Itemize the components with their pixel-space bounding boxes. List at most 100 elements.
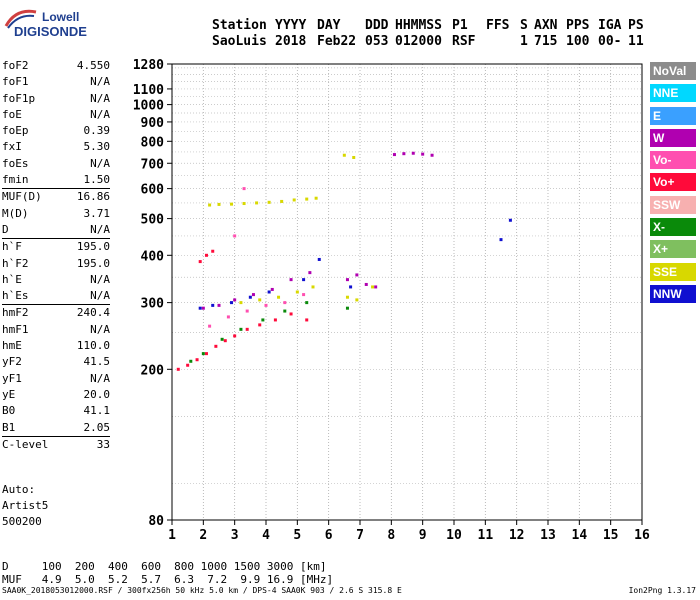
y-tick-label: 500 [141,213,165,228]
x-tick-label: 6 [325,528,333,543]
data-point [245,327,249,331]
y-tick-label: 80 [148,514,164,529]
header-col-label: HHMMSS [395,18,442,33]
data-point [421,152,425,156]
legend-item: X+ [650,240,696,259]
data-point [211,249,215,253]
data-point [233,298,237,302]
data-point [305,318,309,322]
data-point [292,198,296,202]
data-point [195,358,199,362]
auto-label: Auto: [2,483,36,496]
legend-item: NNW [650,284,696,303]
data-point [283,309,287,313]
data-point [201,352,205,356]
param-name: foEs [2,156,29,170]
legend-item: SSW [650,195,696,214]
legend-item: NNE [650,84,696,103]
x-tick-label: 5 [293,528,301,543]
data-point [211,303,215,307]
header-col-value: RSF [452,34,476,49]
auto-artist: Artist5 [2,499,49,512]
param-name: h`F [2,240,22,254]
param-value: 240.4 [76,306,110,320]
param-row: foEp 0.39 [2,123,110,139]
param-row: foF2 4.550 [2,58,110,74]
header-station: SaoLuis [212,34,267,49]
data-point [295,290,299,294]
data-point [342,153,346,157]
x-tick-label: 4 [262,528,270,543]
data-point [258,298,262,302]
param-row: foF1p N/A [2,91,110,107]
param-value: 33 [96,437,110,451]
param-name: yE [2,387,16,401]
data-point [226,315,230,319]
data-point [364,282,368,286]
data-point [345,295,349,299]
param-name: fxI [2,140,22,154]
param-value: 195.0 [76,240,110,254]
header-col-label: DDD [365,18,389,33]
param-value: 195.0 [76,256,110,270]
data-point [314,196,318,200]
data-point [345,306,349,310]
data-point [305,197,309,201]
x-tick-label: 16 [634,528,650,543]
header-col-label: PS [628,18,644,33]
param-row: foEs N/A [2,156,110,172]
data-point [402,152,406,156]
data-point [280,199,284,203]
param-separator [2,435,110,437]
data-point [289,312,293,316]
param-row: MUF(D) 16.86 [2,189,110,205]
logo-line1: Lowell [42,10,80,24]
data-point [214,344,218,348]
header-col-label: PPS [566,18,590,33]
data-point [208,324,212,328]
data-point [349,285,353,289]
data-point [289,278,293,282]
data-point [305,301,309,305]
header-col-value: 012000 [395,34,442,49]
param-name: MUF(D) [2,190,42,204]
data-point [198,260,202,264]
header-col-value: 1 [520,34,528,49]
data-point [352,155,356,159]
param-name: foEp [2,124,29,138]
y-tick-label: 600 [141,183,165,198]
logo-swoosh-icon [4,9,37,29]
param-name: B0 [2,404,16,418]
param-row: yF1 N/A [2,371,110,387]
header-col-label: IGA [598,18,622,33]
x-tick-label: 15 [603,528,619,543]
data-point [204,352,208,356]
param-value: N/A [90,322,110,336]
plot-frame [171,63,643,521]
param-value: 110.0 [76,339,110,353]
header-col-value: 053 [365,34,389,49]
x-tick-label: 3 [231,528,239,543]
data-point [267,290,271,294]
x-tick-label: 9 [419,528,427,543]
data-point [355,273,359,277]
param-row: B0 41.1 [2,403,110,419]
data-point [508,218,512,222]
param-name: yF2 [2,355,22,369]
param-row: hmF1 N/A [2,322,110,338]
data-point [355,298,359,302]
param-value: 5.30 [83,140,111,154]
param-row: h`Es N/A [2,288,110,304]
data-point [201,306,205,310]
param-row: M(D) 3.71 [2,206,110,222]
legend-item: Vo- [650,151,696,170]
x-tick-label: 7 [356,528,364,543]
param-name: foF2 [2,59,29,72]
param-value: N/A [90,222,110,236]
header-col-value: 2018 [275,34,307,49]
param-row: h`E N/A [2,272,110,288]
x-tick-label: 14 [572,528,588,543]
param-name: foF1 [2,75,29,89]
param-name: h`F2 [2,256,29,270]
